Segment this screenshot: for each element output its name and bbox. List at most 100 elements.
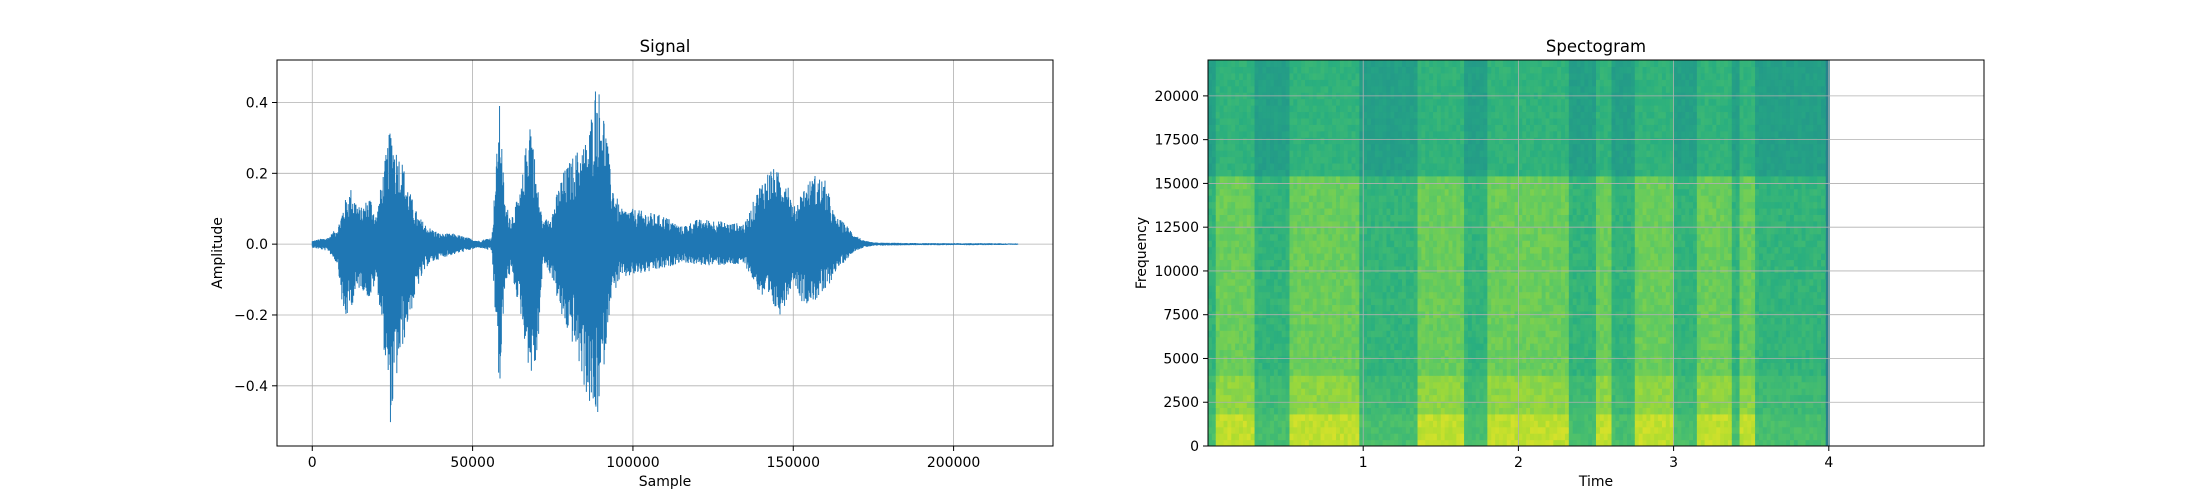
spectrogram-cell [1220,317,1224,324]
spectrogram-cell [1394,66,1398,73]
spectrogram-cell [1433,362,1437,369]
spectrogram-cell [1262,124,1266,131]
spectrogram-cell [1371,337,1375,344]
spectrogram-cell [1344,144,1348,151]
spectrogram-cell [1243,362,1247,369]
spectrogram-cell [1445,214,1449,221]
spectrogram-cell [1289,163,1293,170]
spectrogram-cell [1286,208,1290,215]
spectrogram-cell [1371,247,1375,254]
spectrogram-cell [1289,60,1293,67]
spectrogram-cell [1220,247,1224,254]
spectrogram-cell [1487,227,1491,234]
spectrogram-cell [1449,266,1453,273]
spectrogram-cell [1390,343,1394,350]
spectrogram-cell [1258,124,1262,131]
spectrogram-cell [1406,234,1410,241]
spectrogram-cell [1317,163,1321,170]
spectrogram-cell [1289,304,1293,311]
spectrogram-cell [1383,317,1387,324]
spectrogram-cell [1460,304,1464,311]
spectrogram-cell [1406,285,1410,292]
spectrogram-cell [1352,317,1356,324]
spectrogram-cell [1301,304,1305,311]
spectrogram-cell [1220,234,1224,241]
spectrogram-cell [1313,157,1317,164]
spectrogram-cell [1406,414,1410,421]
spectrogram-cell [1235,337,1239,344]
spectrogram-cell [1390,105,1394,112]
spectrogram-cell [1293,163,1297,170]
spectrogram-cell [1414,208,1418,215]
spectrogram-cell [1507,279,1511,286]
spectrogram-cell [1526,285,1530,292]
spectrogram-cell [1429,298,1433,305]
spectrogram-cell [1518,382,1522,389]
spectrogram-cell [1445,350,1449,357]
spectrogram-cell [1468,247,1472,254]
spectrogram-cell [1297,66,1301,73]
spectrogram-cell [1414,375,1418,382]
spectrogram-cell [1293,330,1297,337]
spectrogram-cell [1441,157,1445,164]
spectrogram-cell [1344,304,1348,311]
spectrogram-cell [1340,131,1344,138]
spectrogram-cell [1313,150,1317,157]
spectrogram-cell [1251,427,1255,434]
spectrogram-cell [1495,208,1499,215]
spectrogram-cell [1414,124,1418,131]
spectrogram-cell [1522,330,1526,337]
spectrogram-cell [1367,292,1371,299]
spectrogram-cell [1344,111,1348,118]
spectrogram-cell [1449,279,1453,286]
spectrogram-cell [1456,337,1460,344]
spectrogram-cell [1390,66,1394,73]
spectrogram-cell [1402,350,1406,357]
spectrogram-cell [1278,131,1282,138]
spectrogram-cell [1468,259,1472,266]
spectrogram-cell [1379,272,1383,279]
spectrogram-cell [1212,240,1216,247]
spectrogram-cell [1495,189,1499,196]
spectrogram-cell [1231,285,1235,292]
spectrogram-cell [1309,163,1313,170]
spectrogram-cell [1262,150,1266,157]
spectrogram-cell [1255,124,1259,131]
spectrogram-cell [1518,176,1522,183]
spectrogram-cell [1379,189,1383,196]
spectrogram-cell [1309,66,1313,73]
spectrogram-cell [1460,414,1464,421]
spectrogram-cell [1386,395,1390,402]
spectrogram-cell [1321,369,1325,376]
spectrogram-cell [1352,420,1356,427]
spectrogram-cell [1235,247,1239,254]
spectrogram-cell [1375,247,1379,254]
spectrogram-cell [1418,414,1422,421]
spectrogram-cell [1522,176,1526,183]
spectrogram-cell [1258,356,1262,363]
spectrogram-cell [1445,124,1449,131]
spectrogram-cell [1487,292,1491,299]
spectrogram-cell [1243,118,1247,125]
spectrogram-cell [1507,414,1511,421]
spectrogram-cell [1452,99,1456,106]
spectrogram-cell [1522,337,1526,344]
spectrogram-cell [1317,124,1321,131]
spectrogram-cell [1235,382,1239,389]
spectrogram-cell [1340,214,1344,221]
spectrogram-cell [1491,240,1495,247]
spectrogram-cell [1313,189,1317,196]
spectrogram-cell [1414,343,1418,350]
spectrogram-cell [1212,298,1216,305]
spectrogram-cell [1289,356,1293,363]
spectrogram-cell [1355,356,1359,363]
spectrogram-cell [1483,272,1487,279]
spectrogram-cell [1449,157,1453,164]
spectrogram-cell [1480,247,1484,254]
spectrogram-cell [1363,259,1367,266]
spectrogram-cell [1386,414,1390,421]
spectrogram-cell [1282,266,1286,273]
spectrogram-cell [1297,350,1301,357]
spectrogram-cell [1231,292,1235,299]
spectrogram-cell [1355,66,1359,73]
